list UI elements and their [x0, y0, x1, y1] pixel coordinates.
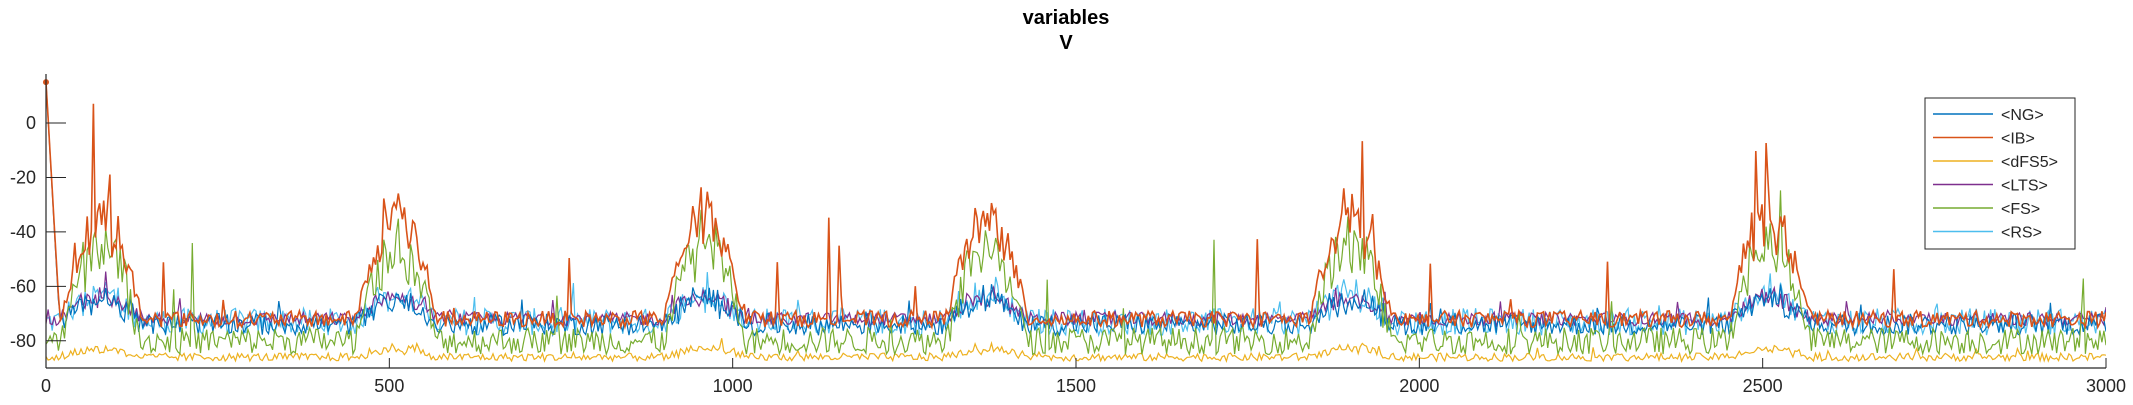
- series-layer: [43, 79, 2106, 363]
- x-tick-label-0: 0: [41, 376, 51, 396]
- legend-label-4: <FS>: [2001, 201, 2040, 218]
- y-tick-label-4: -80: [10, 331, 36, 351]
- legend-box: [1924, 97, 2076, 250]
- axes: 0 500 1000 1500 2000 2500 3000 0 -20 -40 -60 -80: [10, 74, 2126, 396]
- y-tick-label-1: -20: [10, 167, 36, 187]
- legend-label-3: <LTS>: [2001, 178, 2048, 195]
- x-tick-label-5: 2500: [1743, 376, 1783, 396]
- legend-label-5: <RS>: [2001, 225, 2042, 242]
- chart-subtitle: V: [1059, 32, 1073, 54]
- x-tick-label-4: 2000: [1399, 376, 1439, 396]
- series-line-4: [46, 190, 2106, 357]
- x-tick-label-1: 500: [374, 376, 404, 396]
- legend: <NG> <IB> <dFS5> <LTS> <FS> <RS>: [1924, 97, 2076, 250]
- series-line-0: [46, 82, 2106, 338]
- x-tick-label-6: 3000: [2086, 376, 2126, 396]
- y-tick-label-3: -60: [10, 276, 36, 296]
- x-tick-label-3: 1500: [1056, 376, 1096, 396]
- y-tick-label-0: 0: [26, 113, 36, 133]
- x-tick-label-2: 1000: [713, 376, 753, 396]
- legend-label-0: <NG>: [2001, 107, 2044, 124]
- chart-title: variables: [1023, 7, 1110, 29]
- series-line-1: [46, 82, 2106, 330]
- series-line-5: [46, 272, 2106, 338]
- series-line-3: [46, 271, 2106, 328]
- legend-label-2: <dFS5>: [2001, 154, 2058, 171]
- legend-label-1: <IB>: [2001, 131, 2035, 148]
- y-tick-label-2: -40: [10, 222, 36, 242]
